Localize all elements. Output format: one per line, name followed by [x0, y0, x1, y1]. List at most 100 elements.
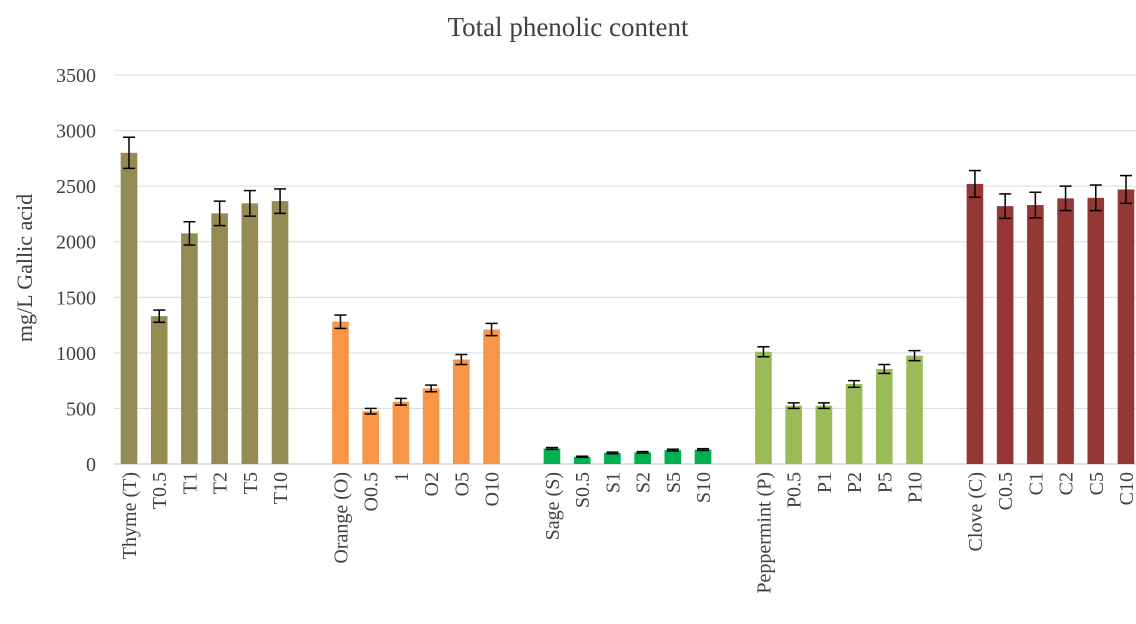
bar — [875, 368, 893, 464]
error-bar — [545, 446, 558, 451]
x-tick-label: Clove (C) — [965, 472, 987, 551]
bar — [604, 452, 621, 464]
x-tick-label: S5 — [663, 472, 685, 493]
x-tick-label: P5 — [874, 472, 896, 493]
error-bar — [1089, 184, 1102, 212]
bar — [1117, 189, 1135, 464]
x-tick-label: O10 — [482, 472, 504, 506]
x-tick-label: S10 — [693, 472, 715, 503]
bar — [815, 405, 833, 464]
error-bar — [666, 448, 679, 452]
error-bar — [123, 136, 135, 170]
bar — [664, 450, 682, 464]
error-bar — [999, 193, 1012, 220]
error-bar — [1120, 174, 1132, 205]
error-bar — [153, 309, 166, 324]
bar — [150, 316, 168, 464]
x-tick-label: Orange (O) — [330, 472, 352, 564]
y-axis-label: mg/L Gallic acid — [12, 194, 37, 342]
error-bar — [576, 455, 589, 459]
y-tick-label: 3000 — [56, 121, 96, 143]
error-bar — [848, 379, 861, 389]
y-tick-label: 500 — [66, 398, 96, 420]
bar — [181, 233, 198, 464]
x-tick-label: O0.5 — [361, 472, 383, 511]
error-bar — [243, 189, 256, 217]
bar — [271, 201, 289, 464]
x-tick-label: O5 — [451, 472, 473, 496]
x-tick-label: C10 — [1116, 472, 1136, 505]
error-bar — [1059, 185, 1072, 212]
error-bar — [697, 447, 710, 452]
x-tick-label: P10 — [905, 472, 927, 503]
bar — [422, 388, 440, 464]
error-bar — [636, 450, 649, 454]
bar — [211, 213, 228, 464]
bar — [120, 152, 138, 465]
x-tick-label: P1 — [814, 472, 836, 493]
x-tick-label: S0.5 — [572, 472, 594, 508]
bar — [694, 449, 712, 464]
x-axis-ticks: Thyme (T) T0.5 T1 T2 T5 T10 Orange (O) O0.5 1 O2 O… — [119, 472, 1136, 594]
chart-title: Total phenolic content — [447, 12, 689, 42]
bar — [392, 401, 410, 464]
error-bar — [908, 349, 921, 362]
bar — [634, 452, 651, 464]
y-axis-ticks: 0 500 1000 1500 2000 2500 3000 3500 — [56, 65, 96, 476]
error-bar — [334, 314, 347, 330]
error-bar — [455, 353, 468, 366]
bar — [966, 183, 984, 465]
bar — [573, 456, 591, 464]
bar — [996, 206, 1014, 465]
x-tick-label: T0.5 — [149, 472, 171, 509]
bar — [332, 321, 349, 464]
error-bar — [425, 384, 438, 393]
x-tick-label: 1 — [391, 472, 413, 482]
bar — [755, 351, 772, 464]
x-tick-label: Sage (S) — [542, 472, 564, 540]
y-tick-label: 2000 — [56, 232, 96, 254]
error-bars — [123, 136, 1132, 459]
y-tick-label: 3500 — [56, 65, 96, 87]
bar — [362, 411, 380, 464]
bars — [120, 152, 1135, 465]
error-bar — [183, 220, 196, 246]
error-bar — [213, 200, 226, 227]
x-tick-label: Peppermint (P) — [753, 472, 775, 594]
x-tick-label: T10 — [270, 472, 292, 504]
x-tick-label: S1 — [602, 472, 624, 493]
error-bar — [1029, 191, 1042, 219]
y-tick-label: 0 — [86, 454, 96, 476]
x-tick-label: T1 — [179, 472, 201, 494]
bar — [543, 448, 561, 464]
error-bar — [757, 345, 770, 358]
error-bar — [968, 169, 981, 199]
x-tick-label: C1 — [1025, 472, 1047, 495]
error-bar — [364, 407, 377, 415]
bar — [906, 355, 923, 464]
y-tick-label: 2500 — [56, 176, 96, 198]
error-bar — [274, 188, 287, 215]
error-bar — [606, 451, 619, 455]
x-tick-label: C0.5 — [995, 472, 1017, 510]
bar — [483, 329, 500, 464]
bar — [1057, 198, 1074, 464]
error-bar — [394, 397, 407, 406]
bar — [453, 359, 470, 464]
y-tick-label: 1000 — [56, 343, 96, 365]
bar — [241, 203, 259, 464]
bar — [1027, 205, 1044, 464]
error-bar — [787, 402, 800, 410]
x-tick-label: P0.5 — [784, 472, 806, 508]
error-bar — [878, 363, 891, 375]
bar — [1087, 197, 1105, 464]
error-bar — [485, 322, 498, 337]
x-tick-label: T2 — [210, 472, 232, 494]
x-tick-label: C2 — [1056, 472, 1078, 495]
x-tick-label: S2 — [633, 472, 655, 493]
y-tick-label: 1500 — [56, 287, 96, 309]
bar — [785, 405, 802, 464]
x-tick-label: T5 — [240, 472, 262, 494]
x-tick-label: O2 — [421, 472, 443, 496]
